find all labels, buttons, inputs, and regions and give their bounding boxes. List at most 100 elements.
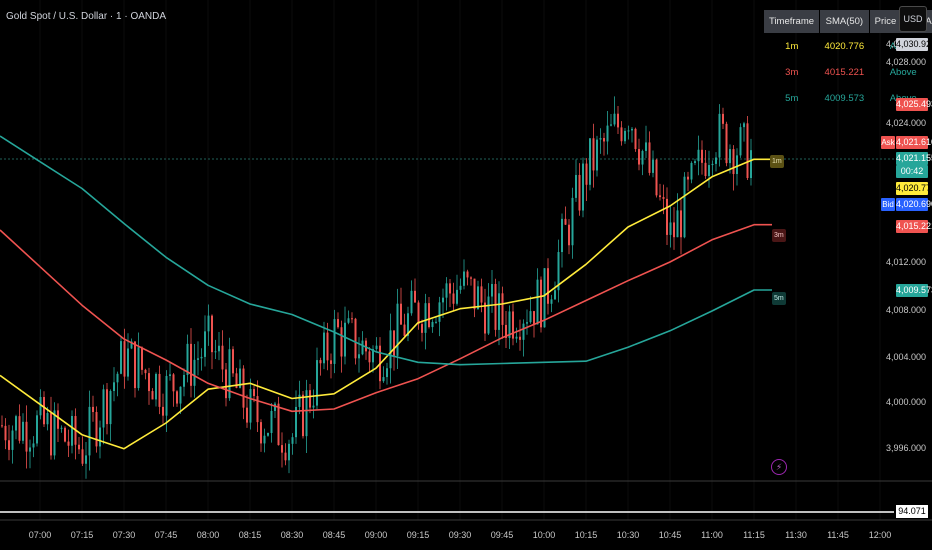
price-axis-label: 4,004.000 bbox=[885, 352, 926, 362]
candle-body bbox=[659, 195, 661, 198]
candle-body bbox=[596, 139, 598, 171]
candle-body bbox=[242, 368, 245, 408]
candle-body bbox=[312, 405, 315, 408]
time-axis-label: 08:15 bbox=[238, 530, 262, 540]
sma-table-header-sma: SMA(50) bbox=[819, 10, 870, 33]
currency-button[interactable]: USD bbox=[899, 6, 927, 32]
time-axis-label: 11:15 bbox=[743, 530, 765, 540]
candle-body bbox=[533, 311, 535, 325]
candle-body bbox=[424, 303, 427, 333]
price-tag-high: 4,030.924 bbox=[896, 38, 932, 51]
sma-row-value: 4015.221 bbox=[824, 66, 865, 78]
candle-body bbox=[557, 252, 560, 291]
price-tag-sma5: 4,009.573 bbox=[896, 284, 932, 297]
candle-body bbox=[438, 302, 441, 322]
sma-row-status: Above bbox=[889, 66, 917, 78]
candle-body bbox=[613, 113, 616, 125]
sma-row-value: 4009.573 bbox=[824, 92, 865, 104]
candle-body bbox=[494, 283, 497, 330]
candle-body bbox=[81, 449, 84, 464]
price-axis-label: 4,028.000 bbox=[885, 57, 926, 67]
candle-body bbox=[585, 163, 588, 185]
candle-body bbox=[148, 373, 150, 392]
candle-body bbox=[337, 319, 339, 328]
candle-body bbox=[736, 155, 738, 175]
candle-body bbox=[739, 127, 742, 156]
candle-body bbox=[39, 397, 42, 416]
candle-body bbox=[526, 322, 528, 324]
candle-body bbox=[711, 163, 714, 166]
symbol-title: Gold Spot / U.S. Dollar · 1 · OANDA bbox=[6, 11, 167, 22]
candle-body bbox=[295, 406, 297, 438]
candle-body bbox=[505, 324, 507, 338]
price-tag-sma3: 4,015.221 bbox=[896, 220, 932, 233]
time-axis-label: 09:00 bbox=[364, 530, 388, 540]
candle-body bbox=[480, 286, 483, 303]
candlesticks bbox=[1, 96, 752, 479]
price-axis-label: 4,024.000 bbox=[885, 118, 926, 128]
time-axis-label: 08:45 bbox=[322, 530, 346, 540]
candle-body bbox=[673, 222, 675, 238]
candle-body bbox=[697, 149, 700, 162]
candle-body bbox=[445, 283, 448, 298]
candle-body bbox=[50, 413, 52, 456]
candle-body bbox=[95, 412, 98, 447]
candle-body bbox=[123, 341, 126, 377]
sma-lines bbox=[0, 135, 772, 450]
candle-body bbox=[466, 271, 469, 278]
chart-grid bbox=[39, 0, 881, 520]
price-axis-label: 4,008.000 bbox=[885, 305, 926, 315]
candle-body bbox=[750, 150, 752, 178]
candle-body bbox=[316, 360, 318, 406]
candle-body bbox=[452, 293, 455, 304]
time-axis-label: 08:00 bbox=[196, 530, 220, 540]
candle-body bbox=[599, 138, 602, 140]
candle-body bbox=[214, 351, 217, 353]
price-axis-label: 3,996.000 bbox=[885, 443, 926, 453]
candle-body bbox=[165, 375, 168, 416]
candle-body bbox=[172, 374, 175, 392]
candle-body bbox=[351, 318, 353, 320]
candle-body bbox=[309, 390, 311, 408]
price-tag-countdown: 00:42 bbox=[896, 165, 928, 178]
sma-line-3m bbox=[39, 223, 772, 413]
candle-body bbox=[470, 277, 472, 279]
candle-body bbox=[11, 430, 14, 450]
candle-body bbox=[277, 403, 280, 446]
candle-body bbox=[288, 443, 290, 461]
candle-body bbox=[683, 176, 686, 238]
candle-body bbox=[725, 123, 728, 164]
candle-body bbox=[690, 162, 693, 180]
candle-body bbox=[571, 197, 574, 246]
candle-body bbox=[186, 343, 189, 375]
candle-body bbox=[561, 218, 563, 253]
candle-body bbox=[564, 218, 567, 225]
candle-body bbox=[655, 159, 658, 196]
time-axis-label: 11:45 bbox=[827, 530, 849, 540]
candle-body bbox=[106, 389, 108, 425]
ask-label: Ask bbox=[881, 136, 895, 149]
candle-body bbox=[662, 197, 665, 199]
candle-body bbox=[15, 416, 17, 431]
candle-body bbox=[1, 425, 3, 427]
candle-body bbox=[729, 149, 731, 164]
candle-body bbox=[22, 421, 24, 441]
candle-body bbox=[575, 174, 577, 198]
candle-body bbox=[169, 374, 171, 376]
candle-body bbox=[372, 349, 374, 363]
candle-body bbox=[361, 340, 364, 355]
candle-body bbox=[519, 336, 521, 340]
candle-body bbox=[368, 351, 371, 363]
candle-body bbox=[554, 290, 556, 300]
candle-body bbox=[638, 149, 640, 165]
sma-line-lead-1m bbox=[0, 374, 41, 405]
candle-body bbox=[141, 347, 143, 370]
candle-body bbox=[512, 311, 514, 339]
lightning-icon[interactable]: ⚡ bbox=[771, 459, 787, 475]
candle-body bbox=[53, 410, 56, 456]
candle-body bbox=[281, 445, 283, 453]
candle-body bbox=[344, 322, 346, 357]
candle-body bbox=[403, 324, 406, 336]
candle-body bbox=[687, 176, 689, 180]
